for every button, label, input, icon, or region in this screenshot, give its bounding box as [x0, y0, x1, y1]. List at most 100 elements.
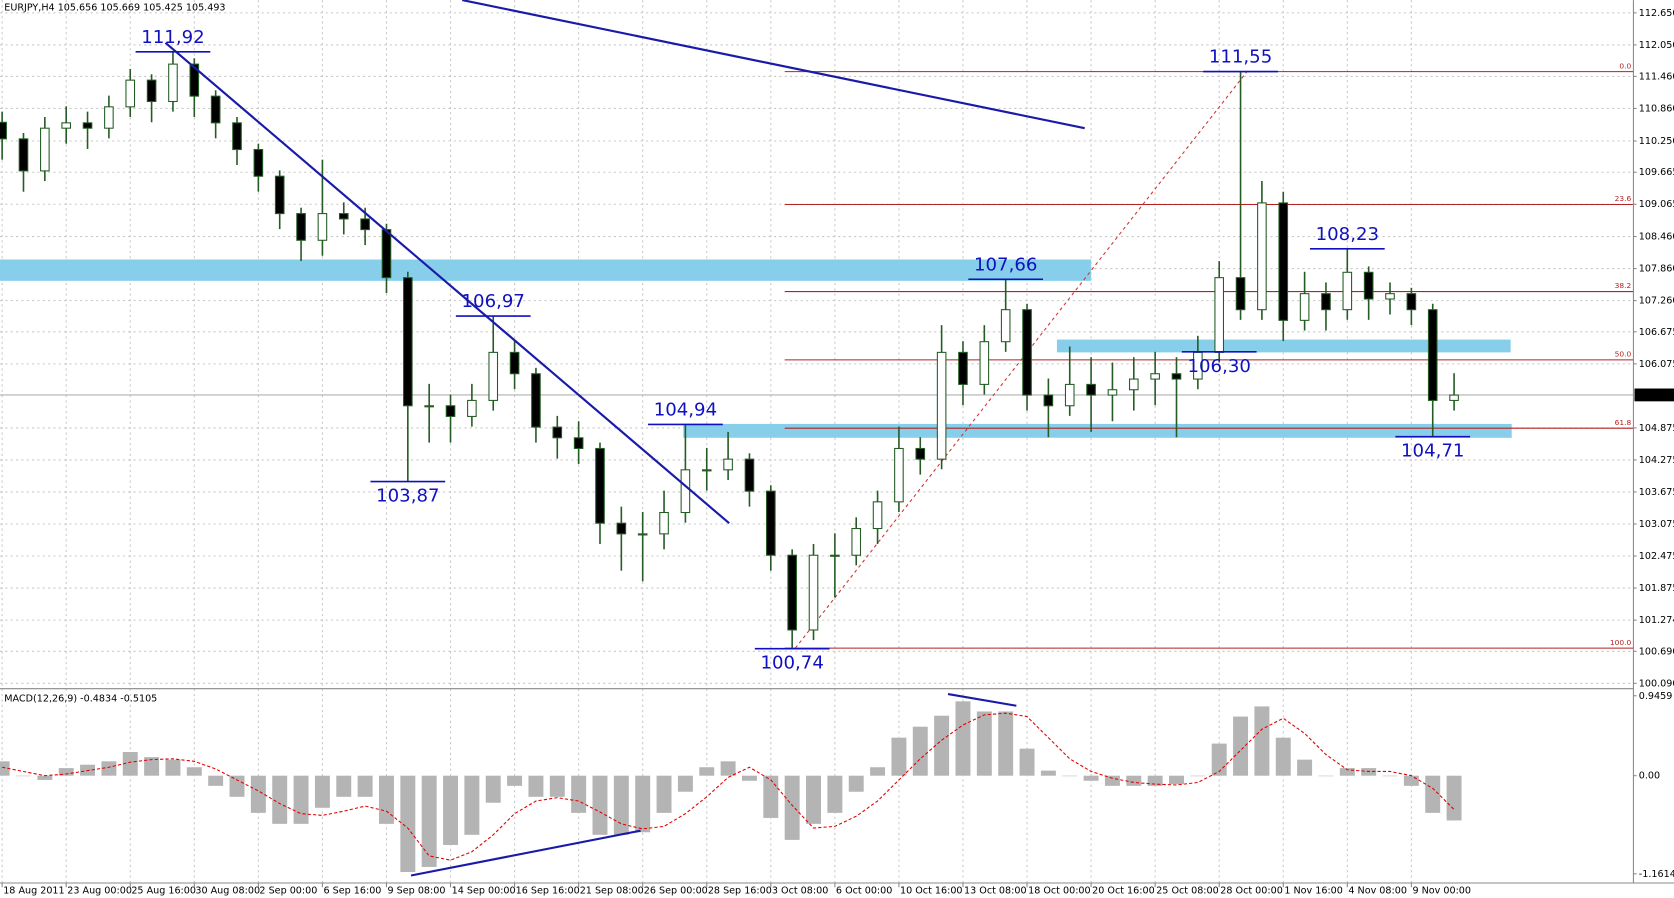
candle-body [0, 121, 7, 140]
y-tick-label: 112.650 [1639, 8, 1674, 19]
candle-body [1086, 383, 1096, 396]
candle-body [1427, 309, 1438, 401]
x-tick-label: 16 Sep 16:00 [516, 885, 580, 896]
candle-body [317, 213, 328, 241]
trend-line [462, 0, 1085, 130]
candle-body [360, 218, 370, 231]
macd-bar [1104, 775, 1120, 786]
fib-levels: 0.0 23.6 38.2 50.0 61.8 100.0 [784, 61, 1634, 649]
candle-body [595, 447, 605, 524]
macd-bar [165, 759, 181, 776]
x-tick-label: 25 Aug 16:00 [131, 885, 196, 896]
candle-body [296, 213, 306, 241]
y-tick-label: 104.875 [1639, 423, 1674, 434]
candle-body [1342, 271, 1353, 311]
macd-bar [1083, 775, 1099, 781]
macd-bar [250, 775, 266, 813]
candle-body [1000, 309, 1011, 343]
fib-label: 23.6 [1615, 194, 1632, 203]
y-tick-label: 101.875 [1639, 583, 1674, 594]
axes: 112.650 112.050 111.460 110.860 110.250 109.6… [1, 8, 1674, 896]
x-tick-label: 14 Sep 00:00 [452, 885, 516, 896]
y-tick-label: 111.460 [1639, 71, 1674, 82]
candle-body [40, 127, 50, 172]
x-tick-label: 30 Aug 08:00 [195, 885, 260, 896]
macd-bar [400, 775, 416, 872]
current-price-box [1634, 388, 1674, 402]
macd-bar [1446, 775, 1462, 821]
level-label: 103,87 [376, 486, 439, 507]
candle-body [552, 426, 563, 439]
macd-bar [485, 775, 501, 803]
macd-bar [1382, 775, 1398, 777]
macd-bar [336, 775, 352, 797]
candle-body [808, 554, 819, 631]
macd-bar [1019, 748, 1035, 776]
candle-body [424, 405, 434, 408]
candle-body [616, 522, 627, 535]
y-tick-label: 107.260 [1639, 296, 1674, 307]
macd-bar [827, 775, 843, 813]
macd-bar [1339, 768, 1355, 776]
macd-bar [378, 775, 394, 824]
candle-body [979, 341, 990, 385]
y-tick-label: 0.00 [1639, 771, 1660, 782]
candle-body [1235, 277, 1246, 311]
candle-body [915, 447, 926, 460]
fib-label: 50.0 [1615, 350, 1632, 359]
y-tick-label: 112.050 [1639, 40, 1674, 51]
candle-body [274, 175, 285, 215]
macd-bar [699, 767, 715, 776]
candle-body [189, 63, 200, 97]
candle-body [1278, 202, 1289, 321]
candle-body [701, 469, 712, 472]
level-label: 111,55 [1209, 47, 1272, 68]
macd-bar [784, 775, 800, 840]
candle-body [104, 106, 114, 129]
level-label: 107,66 [974, 254, 1037, 275]
fib-label: 100.0 [1610, 638, 1632, 647]
candle-body [146, 79, 157, 103]
y-tick-label: 106.075 [1639, 359, 1674, 370]
level-label: 106,97 [462, 291, 525, 312]
x-tick-label: 2 Sep 00:00 [259, 885, 317, 896]
macd-bar [1233, 716, 1249, 776]
candle-body [445, 405, 456, 417]
macd-bar [741, 775, 757, 781]
candle-body [872, 501, 883, 530]
macd-bar [58, 768, 74, 776]
support-zone [683, 423, 1512, 438]
candle-body [723, 458, 733, 471]
macd-bar [1169, 775, 1184, 785]
candle-body [82, 122, 93, 129]
candle-body [936, 351, 947, 460]
level-label: 100,74 [760, 653, 823, 674]
level-label: 111,92 [141, 27, 204, 48]
macd-title: MACD(12,26,9) -0.4834 -0.5105 [4, 693, 157, 704]
y-tick-label: 101.274 [1639, 615, 1674, 626]
x-tick-label: 20 Oct 16:00 [1092, 885, 1155, 896]
candle-body [1299, 293, 1310, 321]
candle-body [1107, 389, 1118, 396]
candle-body [659, 511, 669, 535]
annotations: 111,92 103,87 106,97 104,94 100,74 107,66 111,… [135, 27, 1471, 674]
macd-bar [870, 767, 886, 776]
candle-body [958, 351, 968, 385]
macd-bar [891, 737, 907, 776]
macd-bar [507, 775, 523, 786]
x-tick-label: 18 Aug 2011 [3, 885, 64, 896]
candle-body [787, 554, 797, 631]
x-tick-label: 10 Oct 16:00 [900, 885, 963, 896]
y-tick-label: 107.860 [1639, 264, 1674, 275]
macd-bar [998, 711, 1014, 776]
macd-bar [1297, 759, 1313, 776]
candle-body [1449, 394, 1459, 401]
macd-bar [934, 715, 950, 776]
candles [0, 51, 1459, 649]
level-label: 108,23 [1316, 224, 1379, 245]
candle-body [18, 138, 29, 172]
candle-body [125, 79, 136, 108]
macd-panel [0, 701, 1462, 872]
current-price-label: 105.493 [1638, 390, 1674, 401]
